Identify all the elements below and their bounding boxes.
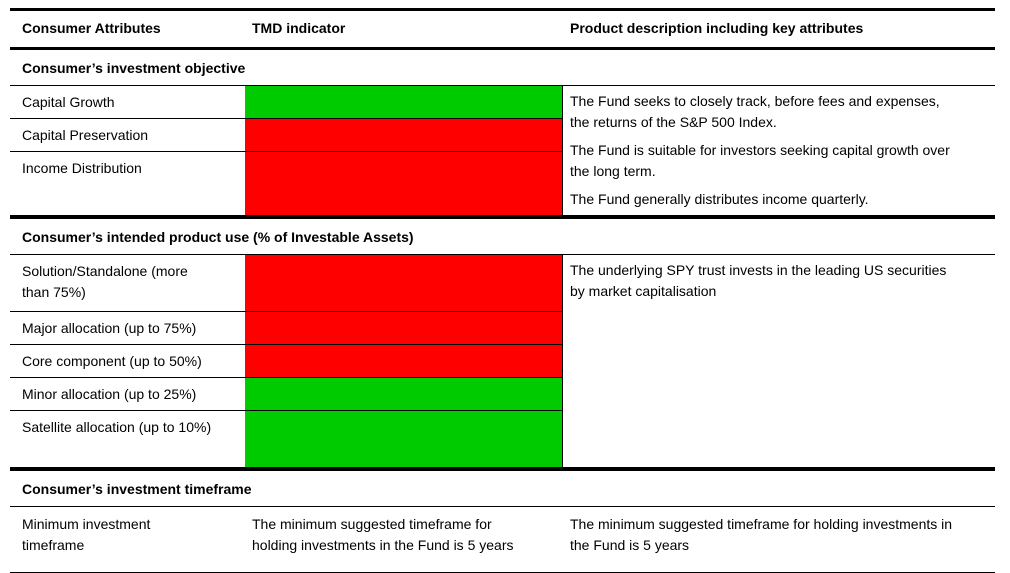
description-paragraph: The Fund is suitable for investors seeki… xyxy=(570,142,950,179)
product-description-cell: The Fund seeks to closely track, before … xyxy=(563,86,995,215)
section-intended-product-use: Consumer’s intended product use (% of In… xyxy=(10,219,995,471)
table-row: Solution/Standalone (more than 75%) xyxy=(10,255,562,312)
attribute-label: Minor allocation (up to 25%) xyxy=(22,386,197,402)
attribute-label: Capital Growth xyxy=(22,94,115,110)
column-header-consumer-attributes: Consumer Attributes xyxy=(22,20,161,36)
table-row: Income Distribution xyxy=(10,152,562,215)
table-row: Minor allocation (up to 25%) xyxy=(10,378,562,411)
section-title: Consumer’s investment objective xyxy=(10,50,995,86)
attribute-indicator-block: Solution/Standalone (more than 75%) Majo… xyxy=(10,255,563,467)
attribute-label: Major allocation (up to 75%) xyxy=(22,320,197,336)
tmd-indicator-cell xyxy=(245,255,562,311)
section-body: Solution/Standalone (more than 75%) Majo… xyxy=(10,255,995,467)
product-description-cell: The minimum suggested timeframe for hold… xyxy=(570,516,953,553)
tmd-indicator-cell xyxy=(245,86,562,118)
tmd-indicator-cell xyxy=(245,152,562,215)
table-row: Major allocation (up to 75%) xyxy=(10,312,562,345)
tmd-indicator-cell xyxy=(245,345,562,377)
tmd-indicator-cell xyxy=(245,312,562,344)
description-paragraph: The Fund generally distributes income qu… xyxy=(570,191,869,207)
attribute-label: Income Distribution xyxy=(22,160,142,176)
tmd-table: Consumer Attributes TMD indicator Produc… xyxy=(10,8,995,573)
description-paragraph: The Fund seeks to closely track, before … xyxy=(570,93,940,130)
description-paragraph: The underlying SPY trust invests in the … xyxy=(570,262,947,299)
table-row: Capital Preservation xyxy=(10,119,562,152)
attribute-label: Minimum investment timeframe xyxy=(22,516,151,553)
table-row: Core component (up to 50%) xyxy=(10,345,562,378)
attribute-label: Capital Preservation xyxy=(22,127,149,143)
attribute-label: Core component (up to 50%) xyxy=(22,353,202,369)
table-row: Satellite allocation (up to 10%) xyxy=(10,411,562,467)
tmd-indicator-cell xyxy=(245,119,562,151)
section-body: Capital Growth Capital Preservation Inco… xyxy=(10,86,995,215)
tmd-indicator-text: The minimum suggested timeframe for hold… xyxy=(252,516,514,553)
tmd-indicator-cell xyxy=(245,411,562,467)
attribute-label: Satellite allocation (up to 10%) xyxy=(22,419,212,435)
table-header: Consumer Attributes TMD indicator Produc… xyxy=(10,8,995,50)
attribute-indicator-block: Capital Growth Capital Preservation Inco… xyxy=(10,86,563,215)
table-row: Minimum investment timeframe The minimum… xyxy=(10,507,995,572)
section-investment-timeframe: Consumer’s investment timeframe Minimum … xyxy=(10,471,995,573)
column-header-product-description: Product description including key attrib… xyxy=(570,20,864,36)
attribute-label: Solution/Standalone (more than 75%) xyxy=(22,263,188,300)
tmd-indicator-cell xyxy=(245,378,562,410)
section-title: Consumer’s investment timeframe xyxy=(10,471,995,507)
section-title: Consumer’s intended product use (% of In… xyxy=(10,219,995,255)
table-row: Capital Growth xyxy=(10,86,562,119)
section-investment-objective: Consumer’s investment objective Capital … xyxy=(10,50,995,219)
product-description-cell: The underlying SPY trust invests in the … xyxy=(563,255,995,467)
column-header-tmd-indicator: TMD indicator xyxy=(252,20,346,36)
